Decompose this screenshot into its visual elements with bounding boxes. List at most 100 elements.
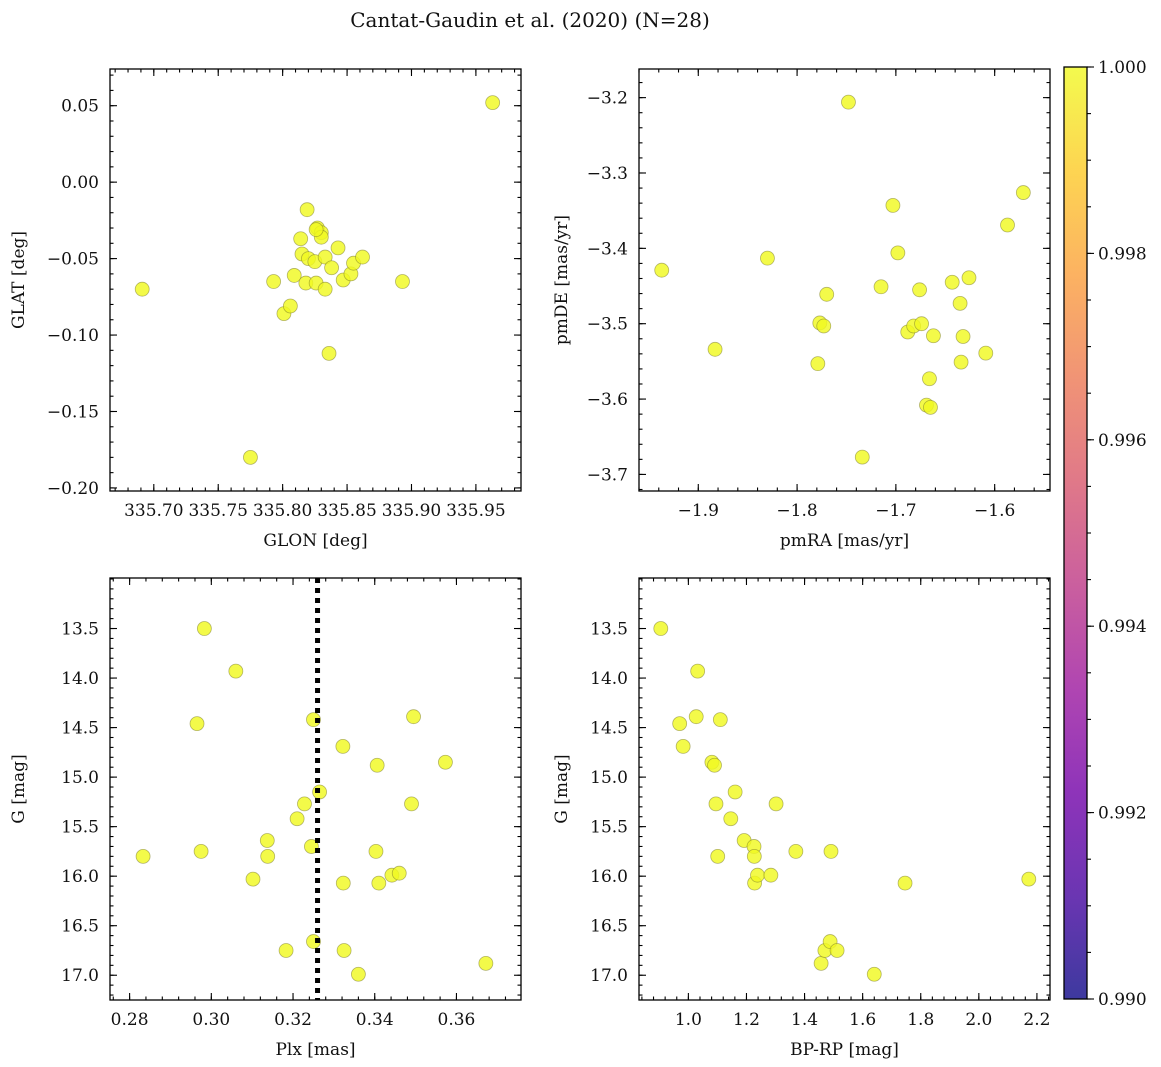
data-point [321, 345, 337, 361]
data-point [768, 796, 784, 812]
data-point [391, 865, 407, 881]
data-point [289, 811, 305, 827]
data-point [243, 449, 258, 465]
data-point [336, 943, 352, 958]
data-point [260, 848, 276, 864]
x-axis-label: BP-RP [mag] [790, 1040, 899, 1060]
x-tick-label: −1.9 [678, 501, 719, 521]
data-point [823, 844, 839, 859]
data-point [304, 839, 319, 854]
x-tick-label: 1.4 [791, 1010, 818, 1030]
data-point [299, 202, 315, 218]
scatter-points [653, 621, 1037, 982]
data-point [952, 295, 968, 311]
axes-frame [109, 68, 522, 492]
colorbar-tick-label: 0.990 [1098, 990, 1147, 1010]
data-point [750, 867, 765, 883]
figure-title: Cantat-Gaudin et al. (2020) (N=28) [350, 8, 710, 32]
colorbar-tick-label: 1.000 [1098, 58, 1147, 78]
data-point [914, 316, 929, 332]
y-tick-label: −3.5 [587, 315, 628, 335]
y-tick-label: 17.0 [590, 966, 628, 986]
axes-frame [638, 68, 1051, 492]
x-tick-label: 0.28 [111, 1010, 149, 1030]
data-point [961, 270, 977, 286]
x-tick-label: 335.80 [253, 501, 312, 521]
data-point [135, 848, 151, 864]
y-tick-label: 16.5 [61, 917, 99, 937]
x-tick-label: 0.32 [274, 1010, 312, 1030]
y-axis-label: GLAT [deg] [9, 231, 29, 329]
data-point [829, 943, 845, 958]
data-point [760, 250, 775, 266]
axes-frame [109, 577, 522, 1001]
data-point [727, 784, 743, 800]
data-point [873, 279, 889, 295]
y-tick-label: 0.05 [61, 97, 99, 117]
x-tick-label: −1.8 [776, 501, 817, 521]
x-axis-label: GLON [deg] [263, 531, 367, 551]
x-axis-label: Plx [mas] [275, 1040, 355, 1060]
data-point [955, 329, 971, 344]
data-point [788, 844, 804, 859]
x-tick-label: 335.90 [382, 501, 441, 521]
data-point [763, 867, 779, 883]
scatter-points [135, 621, 494, 982]
x-tick-label: 0.34 [356, 1010, 394, 1030]
data-point [854, 449, 870, 465]
data-point [653, 621, 669, 636]
data-point [245, 871, 261, 887]
data-point [335, 739, 351, 754]
y-tick-label: 0.00 [61, 173, 99, 193]
colorbar-tick-label: 0.994 [1098, 617, 1147, 637]
data-point [193, 844, 209, 859]
data-point [841, 94, 856, 110]
data-point [286, 268, 302, 283]
data-point [371, 875, 387, 891]
y-tick-label: 14.5 [590, 719, 628, 739]
data-point [813, 955, 829, 971]
panel-glon-glat: 335.70 335.75 335.80 335.85 335.90 335.95 0.05… [9, 68, 522, 551]
y-tick-label: 16.5 [590, 917, 628, 937]
data-point [897, 875, 913, 891]
data-point [266, 274, 282, 289]
data-point [1015, 185, 1031, 200]
data-point [335, 875, 351, 891]
data-point [369, 757, 385, 773]
y-tick-label: 13.5 [61, 620, 99, 640]
data-point [672, 716, 688, 732]
data-point [308, 222, 324, 237]
data-point [196, 621, 212, 636]
data-point [368, 844, 384, 859]
colorbar-tick-label: 0.996 [1098, 431, 1147, 451]
data-point [723, 811, 739, 827]
x-tick-label: 335.95 [446, 501, 505, 521]
data-point [746, 848, 762, 864]
axes-frame [638, 577, 1051, 1001]
x-tick-label: 0.36 [438, 1010, 476, 1030]
data-point [912, 282, 927, 298]
data-point [189, 716, 205, 732]
data-point [926, 328, 941, 344]
colorbar-tick-label: 0.992 [1098, 804, 1147, 824]
y-tick-label: 15.5 [61, 818, 99, 838]
y-tick-label: 14.5 [61, 719, 99, 739]
x-tick-label: 1.8 [907, 1010, 934, 1030]
y-tick-label: 13.5 [590, 620, 628, 640]
data-point [675, 739, 691, 754]
x-tick-label: 335.85 [317, 501, 376, 521]
y-tick-label: −3.3 [587, 164, 628, 184]
y-tick-label: −0.10 [47, 326, 99, 346]
colorbar-ticks: 0.990 0.992 0.994 0.996 0.998 1.000 [1087, 58, 1147, 1010]
data-point [708, 796, 724, 812]
data-point [707, 757, 722, 773]
y-tick-label: −0.20 [47, 479, 99, 499]
panel-pmra-pmde: −1.9 −1.8 −1.7 −1.6 −3.2 −3.3 −3.4 −3.5 −3.6 −3.7… [552, 68, 1051, 551]
colorbar: 0.990 0.992 0.994 0.996 0.998 1.000 [1063, 58, 1147, 1010]
y-tick-label: 15.0 [61, 768, 99, 788]
data-point [866, 966, 882, 982]
data-point [890, 245, 906, 261]
x-tick-label: 2.2 [1023, 1010, 1050, 1030]
data-point [978, 345, 994, 361]
x-axis-label: pmRA [mas/yr] [780, 531, 909, 551]
